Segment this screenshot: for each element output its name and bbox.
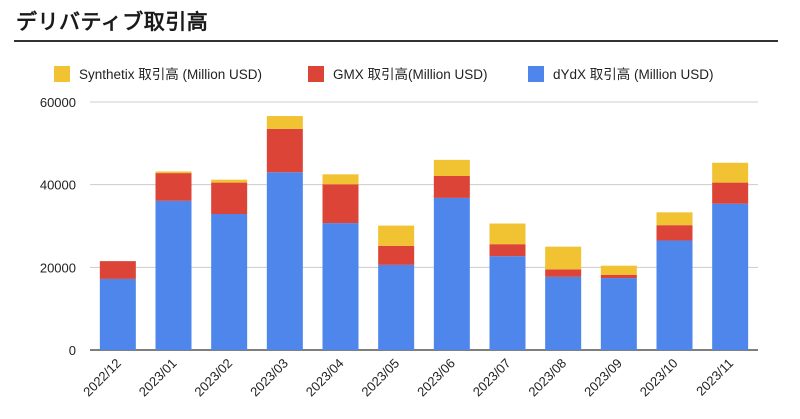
bar-segment-gmx (322, 184, 359, 224)
legend-swatch-synthetix (54, 66, 70, 82)
x-tick-label: 2023/09 (581, 356, 625, 400)
legend-label-synthetix: Synthetix 取引高 (Million USD) (79, 66, 262, 82)
bar-segment-synthetix (322, 174, 359, 185)
bar-segment-gmx (489, 244, 526, 257)
bar-segment-gmx (656, 225, 693, 241)
x-tick-label: 2023/03 (247, 356, 291, 400)
legend-label-dydx: dYdX 取引高 (Million USD) (553, 66, 714, 82)
x-tick-label: 2023/04 (303, 356, 347, 400)
bar-segment-dydx (433, 197, 470, 350)
bar-segment-synthetix (378, 225, 415, 246)
bar-segment-synthetix (211, 179, 248, 183)
bar-segment-dydx (489, 256, 526, 350)
y-tick-label: 60000 (40, 95, 76, 110)
bar-segment-gmx (211, 182, 248, 215)
bar-segment-synthetix (712, 162, 749, 183)
x-tick-label: 2023/06 (414, 356, 458, 400)
bar-segment-gmx (266, 128, 303, 173)
page-title: デリバティブ取引高 (16, 10, 209, 34)
bar-segment-gmx (712, 182, 749, 204)
bar-segment-dydx (712, 203, 749, 350)
bar-segment-dydx (155, 200, 192, 350)
bar-segment-dydx (378, 264, 415, 350)
bar-segment-synthetix (155, 171, 192, 174)
bar-segment-dydx (600, 278, 637, 350)
x-tick-label: 2023/02 (191, 356, 235, 400)
x-tick-label: 2023/01 (136, 356, 180, 400)
y-tick-label: 0 (69, 343, 76, 358)
legend-swatch-gmx (308, 66, 324, 82)
x-tick-label: 2022/12 (80, 356, 124, 400)
bar-segment-synthetix (433, 159, 470, 176)
x-tick-label: 2023/07 (470, 356, 514, 400)
bar-segment-synthetix (266, 116, 303, 129)
x-tick-label: 2023/05 (358, 356, 402, 400)
x-tick-label: 2023/08 (525, 356, 569, 400)
bar-segment-dydx (322, 223, 359, 350)
bar-segment-dydx (211, 214, 248, 350)
bar-segment-synthetix (489, 223, 526, 245)
bar-segment-dydx (656, 240, 693, 350)
x-tick-label: 2023/11 (693, 356, 736, 399)
bar-segment-synthetix (600, 265, 637, 275)
bar-segment-gmx (378, 245, 415, 265)
bar-segment-gmx (600, 274, 637, 279)
y-tick-label: 40000 (40, 178, 76, 193)
bar-segment-synthetix (656, 212, 693, 226)
bar-segment-gmx (433, 175, 470, 198)
bar-segment-gmx (99, 261, 136, 279)
bar-segment-gmx (545, 269, 582, 277)
bar-segment-dydx (266, 172, 303, 350)
x-tick-label: 2023/10 (637, 356, 681, 400)
y-tick-label: 20000 (40, 260, 76, 275)
title-divider (14, 40, 778, 42)
legend-label-gmx: GMX 取引高(Million USD) (333, 66, 488, 82)
bar-segment-dydx (99, 278, 136, 350)
bar-segment-dydx (545, 276, 582, 350)
bar-segment-synthetix (545, 246, 582, 270)
legend-swatch-dydx (528, 66, 544, 82)
bar-segment-gmx (155, 173, 192, 201)
